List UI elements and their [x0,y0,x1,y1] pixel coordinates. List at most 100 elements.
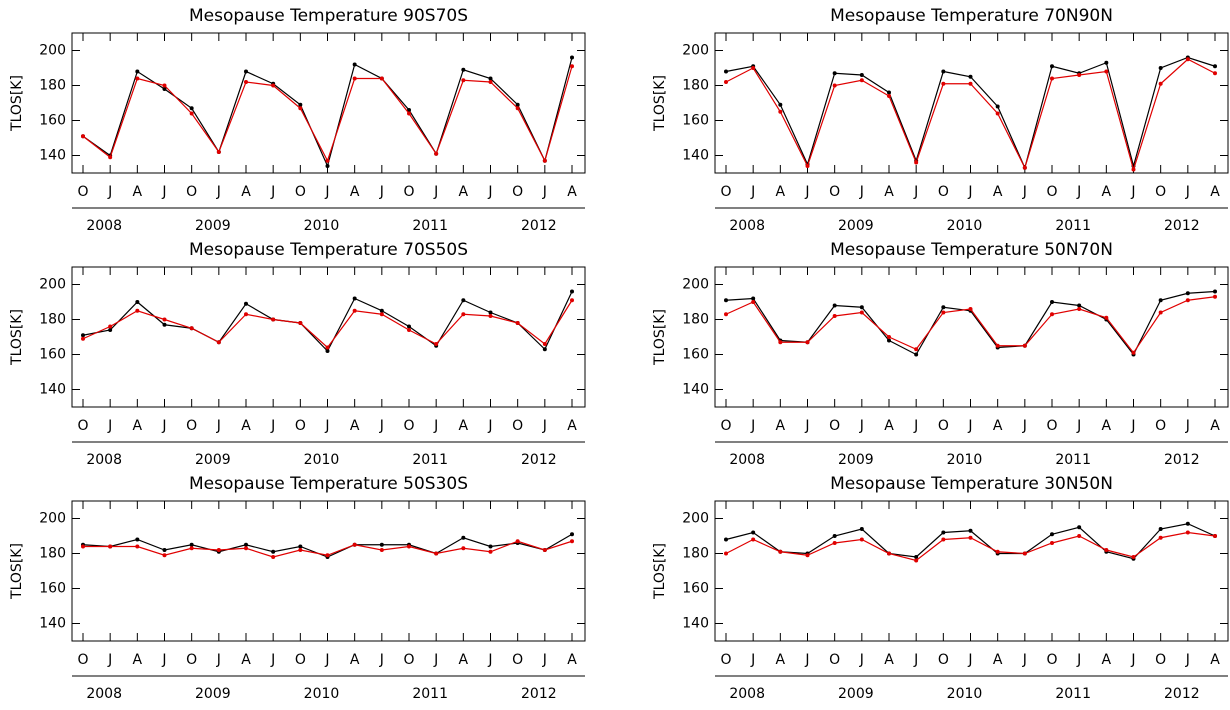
x-tick-label: A [133,184,143,200]
data-point [244,312,248,317]
data-point [407,328,411,332]
data-point [1077,534,1082,538]
data-point [968,528,973,533]
x-tick-label: O [186,184,197,200]
chart-title: Mesopause Temperature 90S70S [189,6,468,26]
data-point [941,69,946,74]
data-point [1077,73,1082,77]
data-point [995,104,1000,109]
x-tick-label: J [161,184,166,200]
data-point [407,324,411,329]
data-point [570,55,574,60]
data-point [515,106,520,111]
year-label: 2012 [1164,452,1200,468]
data-point [751,300,756,304]
data-point [108,155,113,160]
x-tick-label: J [324,418,329,434]
data-point [968,74,973,79]
x-tick-label: O [1155,652,1166,668]
x-tick-label: J [542,418,547,434]
x-tick-label: J [216,184,221,200]
y-tick-label: 160 [39,581,66,597]
data-point [135,537,140,542]
data-point [751,66,756,70]
y-tick-label: 160 [39,113,66,129]
data-point [1158,298,1163,303]
x-tick-label: A [133,652,143,668]
data-point [1104,60,1109,65]
data-point [778,340,783,345]
x-tick-label: J [107,418,112,434]
data-point [407,544,411,549]
x-tick-label: J [161,652,166,668]
data-point [488,76,493,81]
data-point [325,345,330,350]
x-tick-label: A [884,652,894,668]
data-point [1158,535,1163,540]
data-point [407,108,411,112]
data-point [162,317,167,322]
y-tick-label: 140 [682,616,709,632]
x-tick-label: J [1130,652,1135,668]
data-point [805,340,810,345]
x-tick-label: O [77,652,88,668]
data-point [488,544,493,549]
year-label: 2012 [1164,686,1200,702]
year-label: 2010 [304,218,340,234]
y-tick-label: 200 [39,43,66,59]
year-label: 2008 [86,218,122,234]
data-point [135,308,140,313]
data-point [135,76,140,81]
data-point [914,555,919,559]
data-point [407,111,411,116]
x-tick-label: A [1210,418,1220,434]
x-tick-label: O [77,184,88,200]
y-axis-label: TLOS[K] [652,309,668,366]
data-point [995,343,1000,348]
year-label: 2009 [838,218,874,234]
data-point [298,544,303,549]
x-tick-label: J [859,652,864,668]
data-point [570,298,574,303]
data-point [244,301,248,306]
data-point [914,347,919,352]
y-tick-label: 200 [682,511,709,527]
x-tick-label: O [403,418,414,434]
y-tick-label: 200 [39,511,66,527]
data-point [832,83,837,88]
data-point [724,551,728,556]
data-point [724,69,728,74]
x-tick-label: O [512,652,523,668]
data-point [1213,64,1217,69]
data-point [1022,343,1027,348]
data-point [832,534,837,538]
data-point [542,347,547,352]
data-point [1185,521,1190,526]
x-tick-label: J [1022,418,1027,434]
data-point [352,308,357,313]
series-line [725,296,1216,354]
x-tick-label: A [459,418,469,434]
data-point [887,94,891,98]
data-point [570,64,574,69]
y-tick-label: 140 [39,382,66,398]
x-tick-label: J [1130,184,1135,200]
data-point [941,81,946,86]
plot-frame [714,266,1229,408]
x-tick-label: A [776,184,786,200]
data-point [887,551,891,556]
x-tick-label: O [186,652,197,668]
year-label: 2012 [521,452,557,468]
data-point [1104,315,1109,320]
x-tick-label: O [938,652,949,668]
year-label: 2010 [947,686,983,702]
data-point [1022,165,1027,170]
data-point [1158,81,1163,86]
x-tick-label: J [161,418,166,434]
data-point [488,549,493,554]
data-point [914,558,919,563]
data-point [515,321,520,325]
data-point [162,87,167,91]
data-point [379,542,384,547]
year-label: 2011 [412,452,448,468]
